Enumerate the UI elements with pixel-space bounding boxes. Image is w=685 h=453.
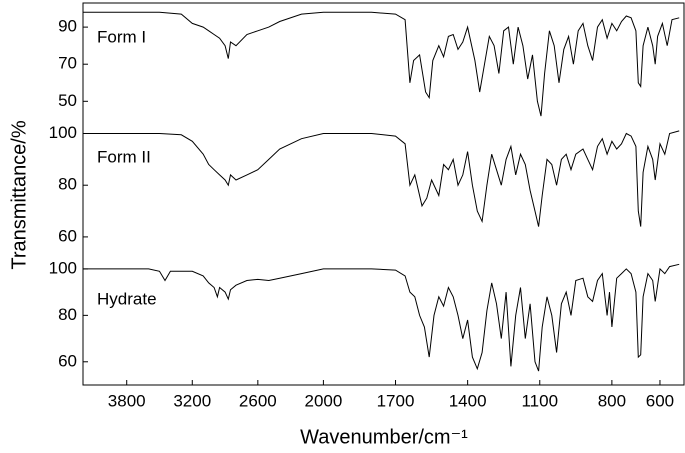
- series-label: Form II: [97, 147, 151, 166]
- series-label: Form I: [97, 27, 146, 46]
- y-tick-label: 60: [58, 351, 77, 370]
- y-axis-label: Transmittance/%: [8, 120, 30, 270]
- y-tick-label: 100: [49, 123, 77, 142]
- x-tick-label: 3200: [173, 391, 211, 410]
- x-tick-label: 800: [598, 391, 626, 410]
- plot-frame: [82, 2, 685, 386]
- y-tick-label: 50: [58, 91, 77, 110]
- y-tick-label: 70: [58, 54, 77, 73]
- y-tick-label: 80: [58, 175, 77, 194]
- y-tick-label: 80: [58, 305, 77, 324]
- x-tick-label: 1700: [377, 391, 415, 410]
- y-tick-label: 60: [58, 226, 77, 245]
- y-tick-label: 90: [58, 17, 77, 36]
- x-tick-label: 3800: [108, 391, 146, 410]
- series-label: Hydrate: [97, 289, 157, 308]
- x-axis-label: Wavenumber/cm⁻¹: [300, 426, 468, 448]
- spectrum-line: [83, 263, 680, 372]
- x-tick-label: 1400: [449, 391, 487, 410]
- x-tick-label: 2600: [239, 391, 277, 410]
- x-tick-label: 2000: [304, 391, 342, 410]
- spectrum-line: [83, 11, 680, 117]
- y-tick-label: 100: [49, 258, 77, 277]
- x-tick-label: 1100: [521, 391, 558, 410]
- spectrum-line: [83, 130, 680, 227]
- x-tick-label: 600: [646, 391, 674, 410]
